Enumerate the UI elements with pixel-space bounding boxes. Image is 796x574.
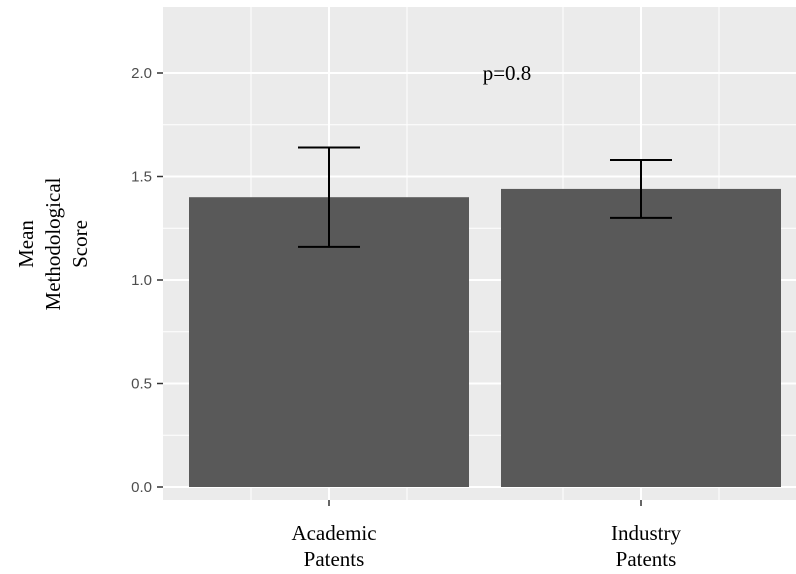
bar	[501, 188, 781, 488]
x-tick-label: Patents	[304, 547, 365, 571]
bars	[189, 188, 781, 488]
x-tick-label: Industry	[611, 521, 681, 545]
x-tick-label: Academic	[291, 521, 376, 545]
error-bar	[298, 146, 360, 248]
y-tick-label: 0.5	[131, 376, 152, 393]
y-axis-label: Mean Methodological Score	[14, 177, 92, 310]
x-tick-label: Patents	[616, 547, 677, 571]
y-axis-label-line: Methodological	[41, 177, 65, 310]
y-tick-label: 1.0	[131, 272, 152, 289]
y-axis-ticks: 0.0 0.5 1.0 1.5 2.0	[131, 65, 163, 496]
y-tick-label: 2.0	[131, 65, 152, 82]
y-tick-label: 0.0	[131, 479, 152, 496]
y-axis-label-line: Score	[68, 220, 92, 268]
y-tick-label: 1.5	[131, 169, 152, 186]
y-axis-label-line: Mean	[14, 220, 38, 268]
p-value-annotation: p=0.8	[483, 61, 532, 85]
error-bar	[610, 158, 672, 219]
error-bars	[298, 146, 672, 248]
